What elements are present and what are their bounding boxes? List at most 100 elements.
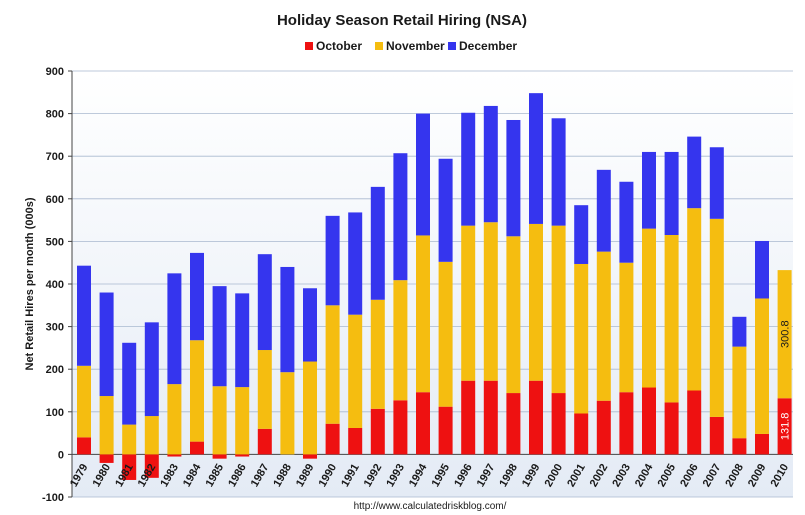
bar-october-2009 — [755, 433, 769, 455]
y-tick-label: 600 — [46, 194, 64, 206]
legend-swatch-november — [375, 42, 383, 50]
bar-november-1995 — [438, 261, 453, 407]
bar-december-1992 — [370, 186, 385, 300]
bar-october-1982 — [144, 454, 159, 478]
y-axis-label: Net Retail Hires per month (000s) — [24, 197, 36, 370]
bar-october-1993 — [393, 400, 408, 455]
bar-november-2005 — [664, 235, 679, 403]
bar-december-2008 — [732, 316, 747, 347]
bar-december-1998 — [506, 119, 521, 237]
bar-november-1980 — [99, 396, 114, 455]
bar-november-1986 — [235, 387, 250, 455]
bar-december-1991 — [348, 212, 363, 315]
bar-november-1985 — [212, 386, 227, 455]
bar-october-2008 — [732, 438, 747, 455]
bar-december-1993 — [393, 153, 408, 281]
bar-december-2006 — [687, 136, 702, 209]
bar-november-1999 — [529, 223, 543, 381]
legend-swatch-december — [448, 42, 456, 50]
bar-december-1981 — [122, 342, 137, 425]
bar-december-1994 — [416, 113, 430, 236]
bar-october-2003 — [619, 392, 634, 455]
bar-october-1997 — [483, 380, 498, 455]
data-label-october-2010: 131.8 — [780, 413, 792, 441]
bar-october-1994 — [416, 392, 430, 455]
bar-december-1995 — [438, 158, 453, 262]
y-tick-label: -100 — [42, 492, 64, 504]
bar-november-1993 — [393, 280, 408, 401]
bar-december-1997 — [483, 105, 498, 223]
bar-october-2000 — [551, 393, 566, 455]
y-axis: -100 0 100 200 300 400 500 600 700 800 900 — [42, 66, 73, 504]
bar-october-1996 — [461, 380, 476, 455]
bar-october-1989 — [303, 454, 317, 459]
bar-october-1985 — [212, 454, 227, 459]
bar-december-2007 — [709, 147, 724, 219]
bar-october-2004 — [642, 387, 656, 455]
legend-label-november: November — [386, 39, 445, 53]
bar-november-1988 — [280, 372, 295, 455]
bar-december-2009 — [755, 240, 769, 299]
bar-december-2003 — [619, 181, 634, 263]
bar-october-1998 — [506, 393, 521, 455]
y-tick-label: 400 — [46, 279, 64, 291]
bar-december-1989 — [303, 288, 317, 362]
bar-december-2002 — [596, 169, 611, 252]
bar-december-1980 — [99, 292, 114, 397]
bar-november-2010 — [777, 270, 792, 399]
bar-december-1987 — [257, 254, 272, 351]
bar-december-1982 — [144, 322, 159, 417]
bar-october-1992 — [370, 408, 385, 455]
bar-december-1985 — [212, 286, 227, 387]
bar-november-2008 — [732, 346, 747, 439]
y-tick-label: 0 — [58, 449, 64, 461]
bar-november-2006 — [687, 208, 702, 391]
bar-november-1997 — [483, 222, 498, 381]
bar-november-2009 — [755, 298, 769, 434]
bar-october-1999 — [529, 380, 543, 455]
bar-december-1990 — [325, 215, 340, 306]
bar-october-1990 — [325, 423, 340, 455]
y-tick-label: 700 — [46, 151, 64, 163]
y-tick-label: 900 — [46, 66, 64, 78]
bar-december-1984 — [190, 252, 204, 341]
legend-label-october: October — [316, 39, 362, 53]
bar-november-1992 — [370, 299, 385, 409]
bar-october-2002 — [596, 400, 611, 455]
y-tick-label: 800 — [46, 109, 64, 121]
bar-december-1986 — [235, 293, 250, 388]
bar-october-1991 — [348, 427, 363, 455]
bar-october-1983 — [167, 454, 182, 457]
bar-december-2001 — [574, 205, 589, 264]
bar-december-1979 — [77, 265, 91, 366]
bar-november-1987 — [257, 350, 272, 429]
bar-november-1998 — [506, 236, 521, 394]
bar-october-1986 — [235, 454, 250, 457]
bar-november-1984 — [190, 340, 204, 442]
bar-november-2002 — [596, 251, 611, 401]
y-tick-label: 500 — [46, 236, 64, 248]
bar-november-1989 — [303, 361, 317, 455]
bar-november-2000 — [551, 225, 566, 394]
bars: 131.8 300.8 — [77, 93, 792, 480]
legend-swatch-october — [305, 42, 313, 50]
bar-december-1983 — [167, 273, 182, 385]
legend-label-december: December — [459, 39, 517, 53]
bar-december-2004 — [642, 151, 656, 229]
bar-november-1981 — [122, 424, 137, 455]
bar-october-1987 — [257, 428, 272, 455]
bar-november-1991 — [348, 314, 363, 428]
bar-november-1979 — [77, 365, 91, 438]
bar-november-2001 — [574, 263, 589, 414]
y-tick-label: 100 — [46, 407, 64, 419]
bar-october-1980 — [99, 454, 114, 463]
bar-december-1988 — [280, 266, 295, 373]
bar-october-2001 — [574, 413, 589, 455]
bar-december-1996 — [461, 112, 476, 226]
bar-october-1984 — [190, 441, 204, 455]
bar-november-1982 — [144, 416, 159, 455]
bar-october-1981 — [122, 454, 137, 480]
bar-october-1979 — [77, 437, 91, 455]
